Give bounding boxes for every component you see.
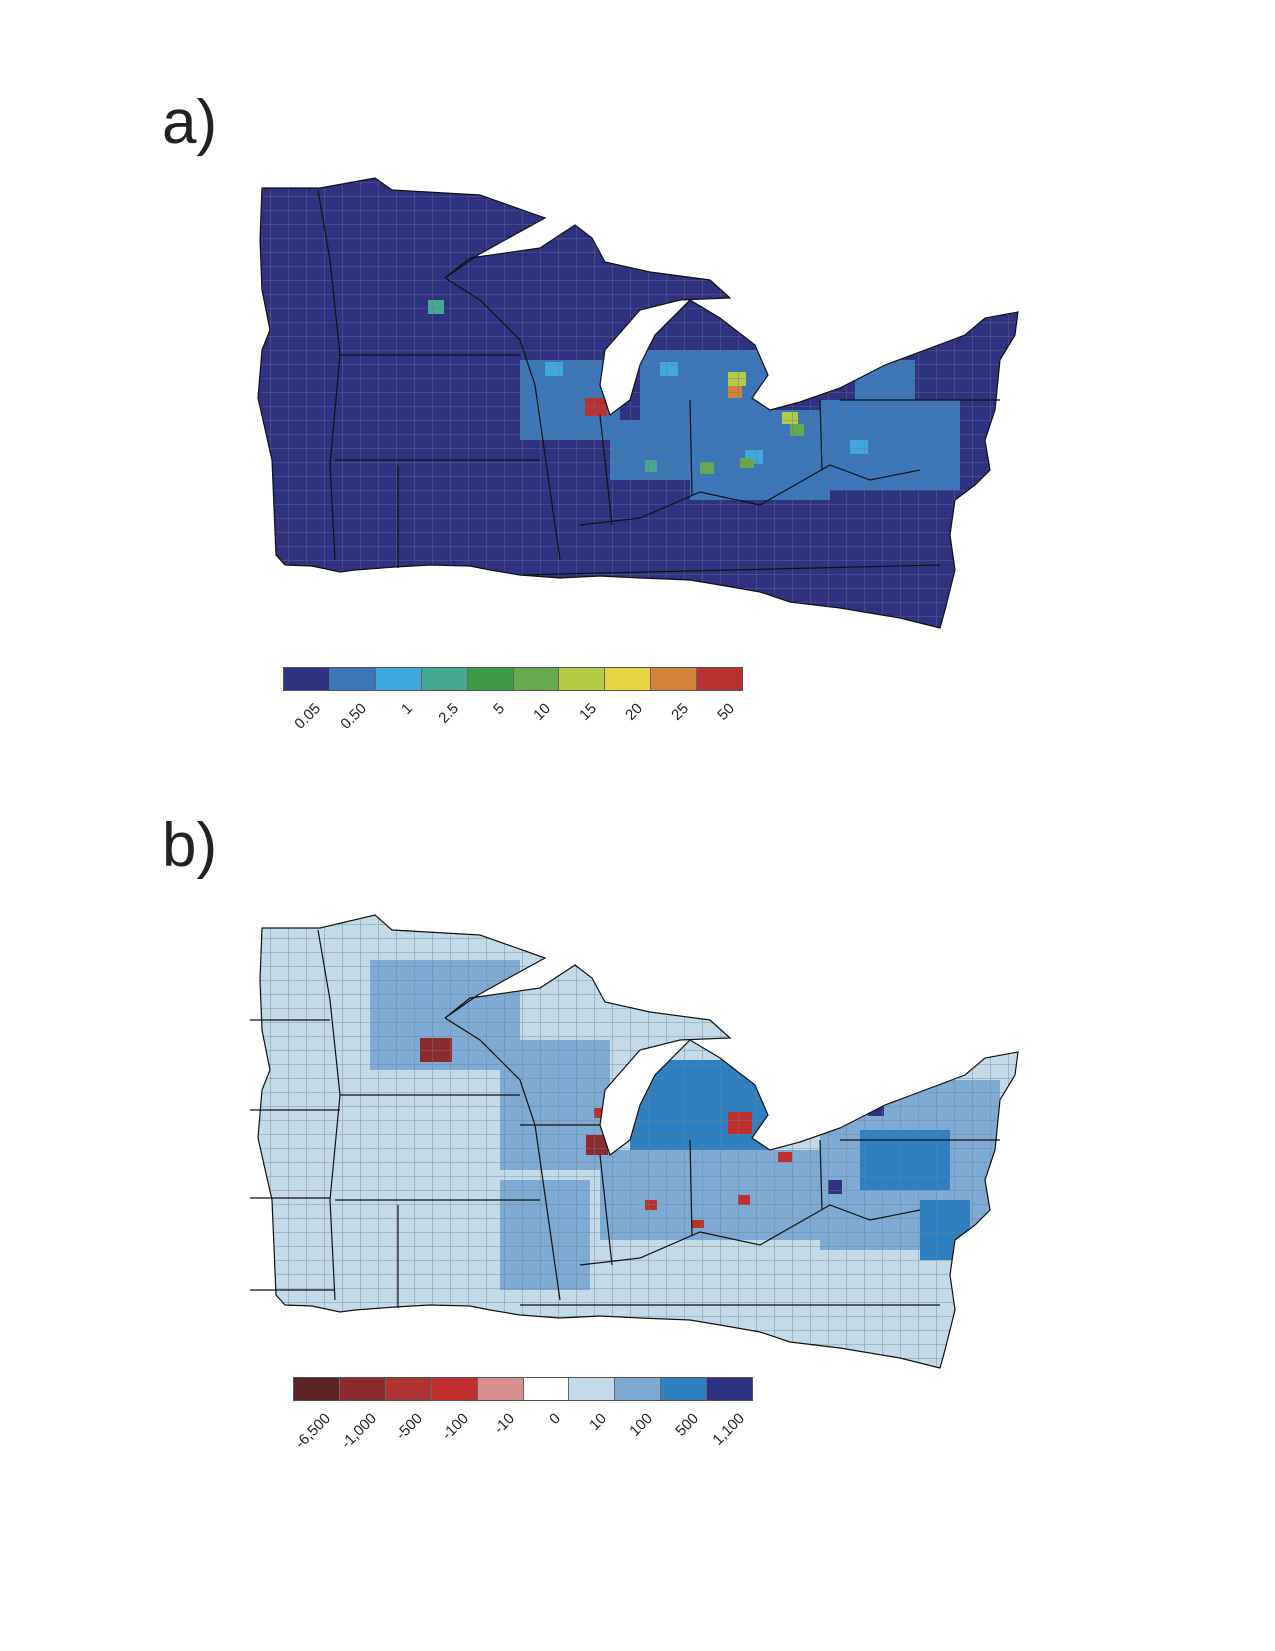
legend-b-tick-label: 100 bbox=[626, 1410, 657, 1440]
legend-b-tick-label: -10 bbox=[490, 1410, 519, 1438]
legend-b-swatch bbox=[523, 1378, 570, 1400]
legend-b-swatch bbox=[569, 1378, 616, 1400]
map-a-border-wi-mn bbox=[444, 277, 561, 561]
legend-a-swatch bbox=[329, 668, 376, 690]
legend-b-swatch bbox=[707, 1378, 753, 1400]
map-a-outline bbox=[257, 177, 1019, 629]
map-b-border-east bbox=[520, 1124, 1000, 1266]
map-b-border-mid bbox=[250, 1019, 540, 1308]
legend-a-tick-label: 0.50 bbox=[337, 700, 371, 733]
legend-b-tick-label: 1,100 bbox=[709, 1410, 749, 1449]
legend-b-colorbar bbox=[293, 1377, 753, 1401]
map-a-border-east bbox=[599, 399, 1000, 526]
legend-a-tick-label: 10 bbox=[530, 700, 555, 724]
legend-a-swatch bbox=[284, 668, 330, 690]
map-b-border-south bbox=[520, 1204, 940, 1306]
legend-a-tick-label: 50 bbox=[714, 700, 739, 724]
legend-a-swatch bbox=[467, 668, 514, 690]
legend-a-swatch bbox=[421, 668, 468, 690]
legend-a-swatch bbox=[513, 668, 560, 690]
map-a-state-borders bbox=[317, 189, 1000, 576]
map-b-state-borders bbox=[250, 929, 1000, 1308]
legend-a-tick-label: 25 bbox=[668, 700, 693, 724]
legend-a-ticks: 0.05 0.50 1 2.5 5 10 15 20 25 50 bbox=[283, 700, 743, 760]
legend-a-colorbar bbox=[283, 667, 743, 691]
legend-a-swatch bbox=[651, 668, 698, 690]
legend-b-swatch bbox=[385, 1378, 432, 1400]
panel-b-label: b) bbox=[162, 811, 218, 880]
legend-a-swatch bbox=[559, 668, 606, 690]
map-b-border-wi-mn bbox=[444, 1017, 561, 1301]
legend-b-swatch bbox=[615, 1378, 662, 1400]
legend-b-ticks: -6,500 -1,000 -500 -100 -10 0 10 100 500 1,100 bbox=[291, 1410, 753, 1470]
legend-a-tick-label: 5 bbox=[490, 700, 509, 718]
legend-a-swatch bbox=[605, 668, 652, 690]
map-a-border-mid bbox=[335, 354, 540, 568]
legend-b-tick-label: -1,000 bbox=[337, 1410, 381, 1453]
legend-b-swatch bbox=[477, 1378, 524, 1400]
legend-a-tick-label: 0.05 bbox=[291, 700, 325, 733]
legend-b-swatch bbox=[339, 1378, 386, 1400]
legend-b-tick-label: -500 bbox=[392, 1410, 427, 1444]
legend-b-tick-label: 500 bbox=[672, 1410, 703, 1440]
legend-a-swatch bbox=[697, 668, 743, 690]
legend-b-tick-label: 0 bbox=[546, 1410, 565, 1428]
legend-a-tick-label: 2.5 bbox=[435, 700, 463, 727]
legend-b-tick-label: 10 bbox=[586, 1410, 611, 1434]
legend-a-tick-label: 1 bbox=[398, 700, 417, 718]
legend-b-swatch bbox=[294, 1378, 340, 1400]
legend-b-tick-label: -100 bbox=[438, 1410, 473, 1444]
legend-b-swatch bbox=[431, 1378, 478, 1400]
map-a-border-south bbox=[519, 464, 941, 576]
legend-b-swatch bbox=[661, 1378, 708, 1400]
panel-a-label: a) bbox=[162, 88, 218, 157]
legend-a-tick-label: 15 bbox=[576, 700, 601, 724]
legend-a-tick-label: 20 bbox=[622, 700, 647, 724]
legend-a-swatch bbox=[375, 668, 422, 690]
map-b-outline bbox=[257, 914, 1019, 1369]
legend-b-tick-label: -6,500 bbox=[291, 1410, 335, 1453]
